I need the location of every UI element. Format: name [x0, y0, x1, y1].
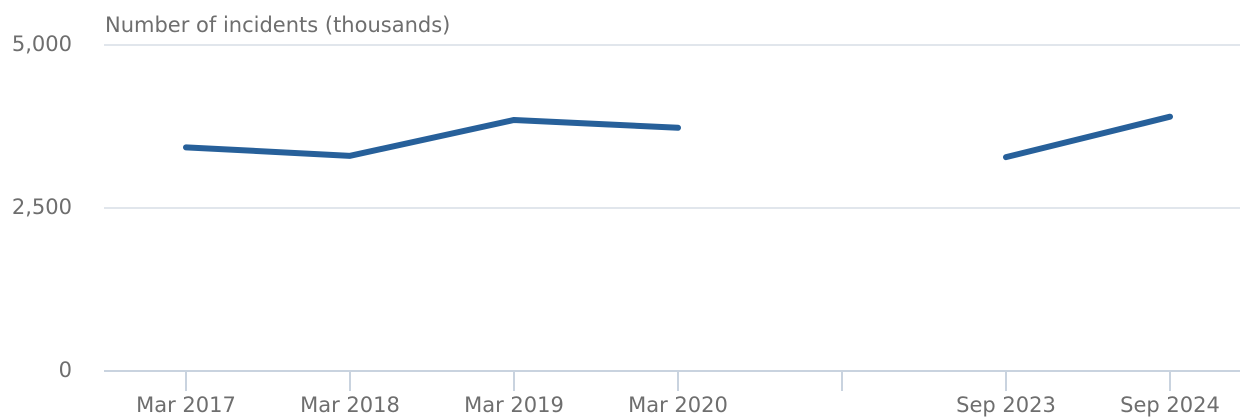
- x-tick-label: Sep 2023: [956, 393, 1056, 417]
- y-tick-label: 0: [59, 358, 72, 382]
- line-series: [183, 113, 1173, 161]
- y-axis-label: Number of incidents (thousands): [105, 13, 450, 37]
- x-tick-label: Sep 2024: [1120, 393, 1220, 417]
- x-tick-label: Mar 2020: [628, 393, 728, 417]
- x-tick-label: Mar 2017: [136, 393, 236, 417]
- y-tick-label: 5,000: [12, 32, 72, 56]
- x-tick-label: Mar 2019: [464, 393, 564, 417]
- y-tick-label: 2,500: [12, 195, 72, 219]
- x-tick-label: Mar 2018: [300, 393, 400, 417]
